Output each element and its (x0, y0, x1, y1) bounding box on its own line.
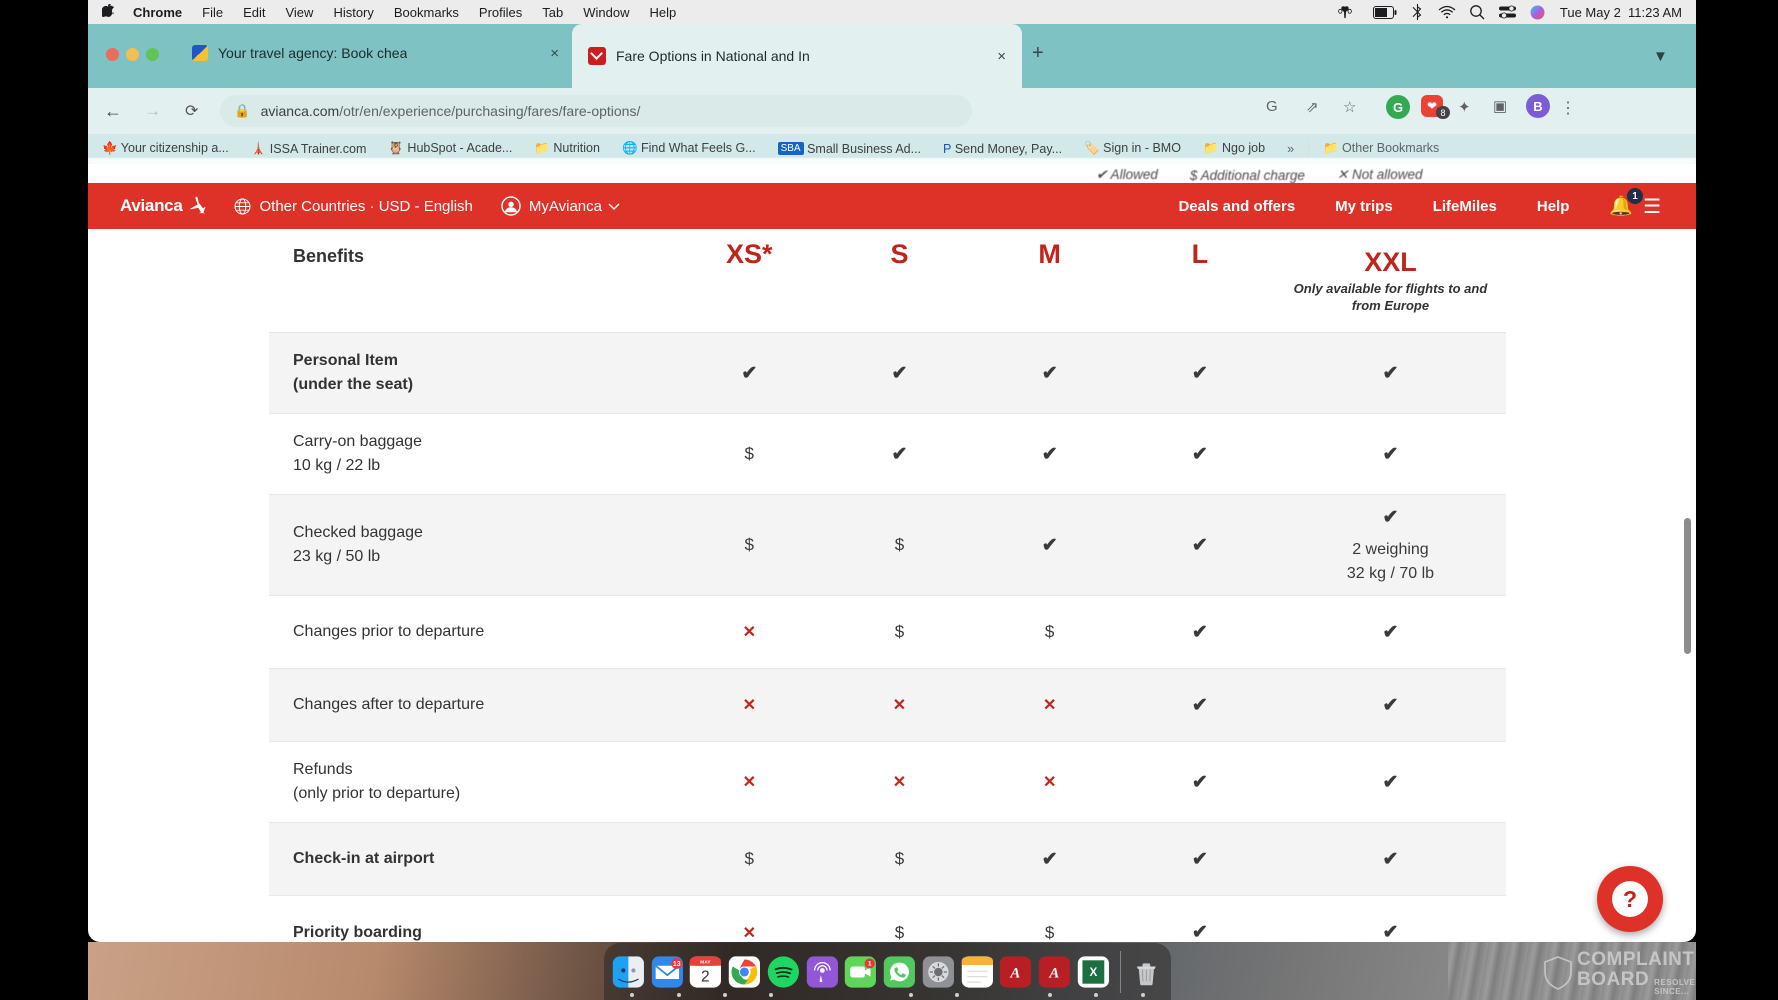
svg-text:MAY: MAY (701, 959, 712, 965)
svg-text:X: X (1089, 965, 1097, 978)
svg-text:A: A (1010, 965, 1021, 981)
svg-text:1: 1 (868, 960, 872, 967)
svg-text:2: 2 (702, 968, 711, 985)
svg-text:A: A (1049, 965, 1060, 981)
svg-text:13: 13 (673, 960, 681, 967)
